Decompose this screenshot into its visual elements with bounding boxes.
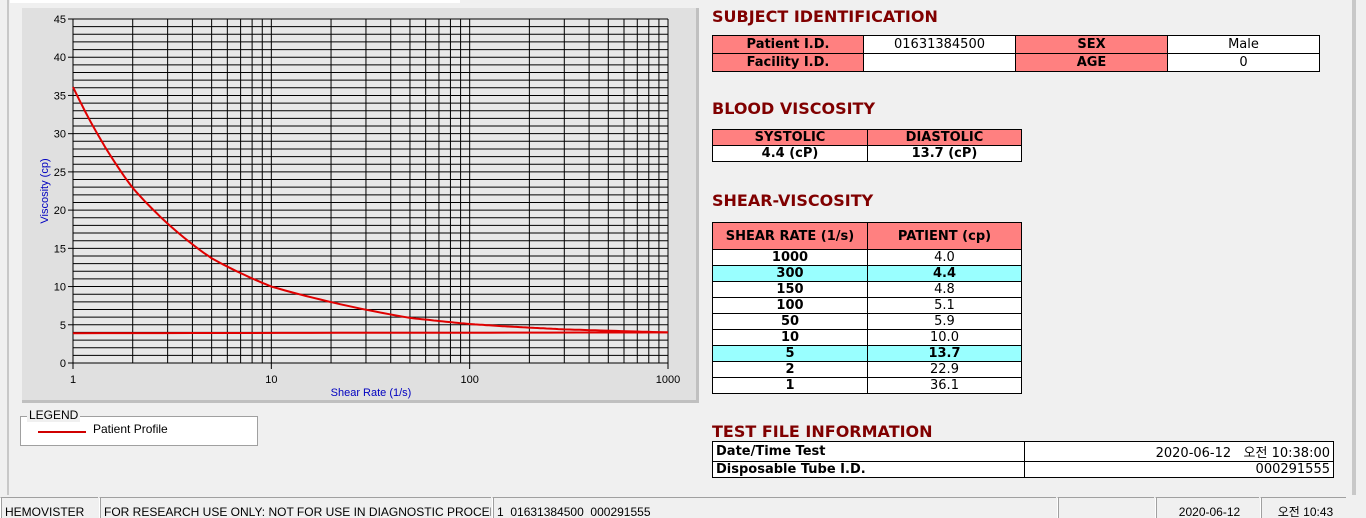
x-tick-label: 10 bbox=[265, 374, 277, 386]
status-empty bbox=[1057, 497, 1154, 518]
baseline-line bbox=[72, 331, 669, 335]
y-tick-label: 30 bbox=[54, 129, 66, 141]
status-time: 오전 10:43 bbox=[1260, 497, 1346, 518]
x-tick-label: 100 bbox=[460, 374, 478, 386]
patient-cp-cell: 10.0 bbox=[867, 329, 1022, 346]
chart-svg: 0 5 10 15 20 25 30 35 40 45 1 10 100 1000 Shear Rate … bbox=[39, 14, 680, 399]
shear-table-row: 10 10.0 bbox=[712, 329, 1022, 346]
y-tick-label: 5 bbox=[60, 320, 66, 332]
shear-rate-cell: 1000 bbox=[712, 249, 868, 266]
shear-table-row: 2 22.9 bbox=[712, 361, 1022, 378]
patient-cp-cell: 22.9 bbox=[867, 361, 1022, 378]
subject-table: Patient I.D. 01631384500 SEX Male Facility … bbox=[712, 35, 1320, 72]
y-axis-label: Viscosity (cp) bbox=[39, 158, 51, 223]
age-label: AGE bbox=[1015, 53, 1168, 72]
patient-id-label: Patient I.D. bbox=[712, 35, 864, 54]
patient-cp-cell: 4.0 bbox=[867, 249, 1022, 266]
y-tick-label: 10 bbox=[54, 282, 66, 294]
status-date: 2020-06-12 bbox=[1155, 497, 1259, 518]
patient-cp-cell: 5.9 bbox=[867, 313, 1022, 330]
legend-item: Patient Profile bbox=[93, 422, 168, 436]
y-tick-label: 25 bbox=[54, 167, 66, 179]
legend-title: LEGEND bbox=[27, 408, 81, 422]
shear-rate-cell: 5 bbox=[712, 345, 868, 362]
plot-area bbox=[73, 19, 668, 363]
shear-table-row: 300 4.4 bbox=[712, 265, 1022, 282]
shear-rate-header: SHEAR RATE (1/s) bbox=[712, 222, 868, 250]
status-notice: FOR RESEARCH USE ONLY: NOT FOR USE IN DI… bbox=[99, 497, 491, 518]
patient-cp-cell: 4.8 bbox=[867, 281, 1022, 298]
shear-rate-cell: 10 bbox=[712, 329, 868, 346]
shear-rate-cell: 50 bbox=[712, 313, 868, 330]
shear-table-row: 1 36.1 bbox=[712, 377, 1022, 394]
systolic-value: 4.4 (cP) bbox=[712, 145, 868, 162]
facility-id-value bbox=[863, 53, 1016, 72]
patient-cp-cell: 36.1 bbox=[867, 377, 1022, 394]
diastolic-label: DIASTOLIC bbox=[867, 129, 1022, 146]
blood-viscosity-table: SYSTOLIC DIASTOLIC 4.4 (cP) 13.7 (cP) bbox=[712, 129, 1022, 162]
shear-rate-cell: 300 bbox=[712, 265, 868, 282]
legend-box: LEGEND Patient Profile bbox=[20, 408, 258, 446]
patient-cp-cell: 5.1 bbox=[867, 297, 1022, 314]
facility-id-label: Facility I.D. bbox=[712, 53, 864, 72]
left-border bbox=[7, 0, 9, 495]
shear-rate-cell: 150 bbox=[712, 281, 868, 298]
age-value: 0 bbox=[1167, 53, 1320, 72]
y-tick-label: 15 bbox=[54, 243, 66, 255]
shear-table-row: 150 4.8 bbox=[712, 281, 1022, 298]
patient-cp-header: PATIENT (cp) bbox=[867, 222, 1022, 250]
y-tick-label: 35 bbox=[54, 90, 66, 102]
scrollbar[interactable] bbox=[1352, 0, 1356, 495]
x-tick-label: 1 bbox=[70, 374, 76, 386]
shear-table-row: 50 5.9 bbox=[712, 313, 1022, 330]
tube-id-label: Disposable Tube I.D. bbox=[712, 461, 1025, 478]
sex-value: Male bbox=[1167, 35, 1320, 54]
patient-cp-cell: 4.4 bbox=[867, 265, 1022, 282]
patient-cp-cell: 13.7 bbox=[867, 345, 1022, 362]
systolic-label: SYSTOLIC bbox=[712, 129, 868, 146]
x-tick-label: 1000 bbox=[656, 374, 680, 386]
shear-viscosity-title: SHEAR-VISCOSITY bbox=[712, 191, 874, 210]
tube-id-value: 000291555 bbox=[1024, 461, 1334, 478]
shear-table-row: 100 5.1 bbox=[712, 297, 1022, 314]
status-record: 1 01631384500 000291555 bbox=[492, 497, 1056, 518]
shear-rate-cell: 1 bbox=[712, 377, 868, 394]
top-strip bbox=[10, 0, 460, 3]
y-tick-label: 45 bbox=[54, 14, 66, 26]
y-tick-label: 0 bbox=[60, 358, 66, 370]
patient-id-value: 01631384500 bbox=[863, 35, 1016, 54]
legend-line-swatch bbox=[38, 431, 86, 433]
date-time-value: 2020-06-12 오전 10:38:00 bbox=[1024, 441, 1334, 462]
shear-table-row: 1000 4.0 bbox=[712, 249, 1022, 266]
viscosity-chart: 0 5 10 15 20 25 30 35 40 45 1 10 100 1000 Shear Rate … bbox=[22, 8, 699, 403]
subject-title: SUBJECT IDENTIFICATION bbox=[712, 7, 938, 26]
test-file-title: TEST FILE INFORMATION bbox=[712, 422, 933, 441]
x-axis-label: Shear Rate (1/s) bbox=[331, 387, 412, 399]
shear-rate-cell: 100 bbox=[712, 297, 868, 314]
shear-table-row: 5 13.7 bbox=[712, 345, 1022, 362]
diastolic-value: 13.7 (cP) bbox=[867, 145, 1022, 162]
y-tick-label: 40 bbox=[54, 52, 66, 64]
y-tick-label: 20 bbox=[54, 205, 66, 217]
status-bar: HEMOVISTER FOR RESEARCH USE ONLY: NOT FO… bbox=[0, 497, 1366, 518]
shear-viscosity-table: SHEAR RATE (1/s) PATIENT (cp) 1000 4.0 300 4… bbox=[712, 222, 1022, 394]
sex-label: SEX bbox=[1015, 35, 1168, 54]
blood-viscosity-title: BLOOD VISCOSITY bbox=[712, 99, 876, 118]
date-time-label: Date/Time Test bbox=[712, 441, 1025, 462]
status-app: HEMOVISTER bbox=[0, 497, 98, 518]
test-file-table: Date/Time Test 2020-06-12 오전 10:38:00 Dis… bbox=[712, 441, 1334, 478]
shear-rate-cell: 2 bbox=[712, 361, 868, 378]
